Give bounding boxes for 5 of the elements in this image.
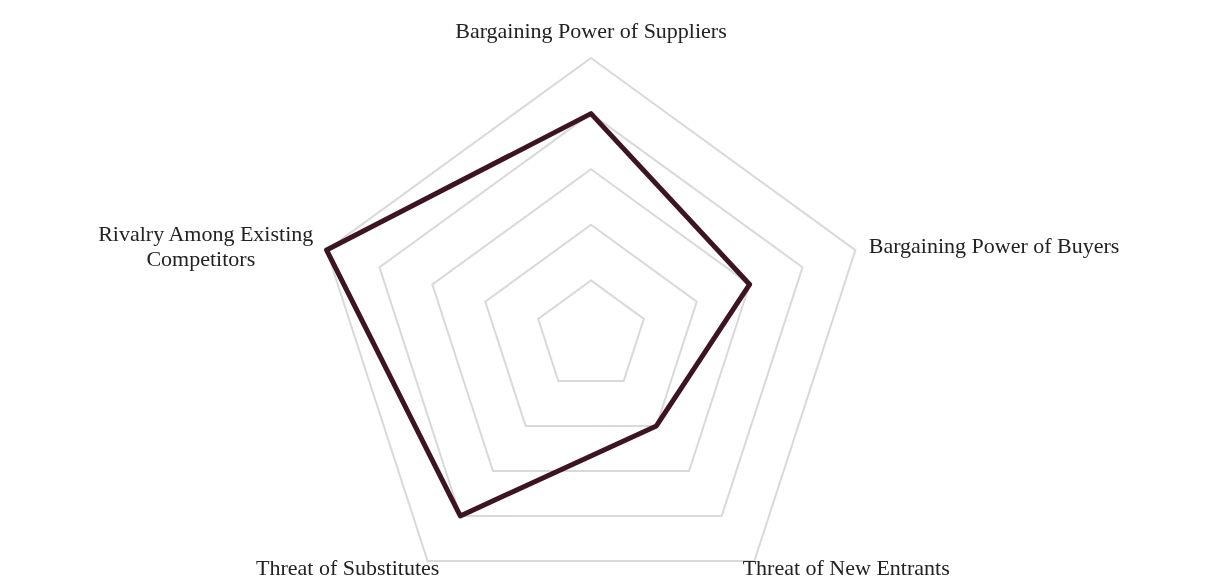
spoke-label: Bargaining Power of Buyers bbox=[868, 233, 1120, 259]
spoke-label: Rivalry Among Existing Competitors bbox=[98, 220, 314, 272]
spoke-label: Threat of New Entrants bbox=[742, 554, 950, 580]
spoke-label: Threat of Substitutes bbox=[256, 554, 440, 580]
spoke-label: Bargaining Power of Suppliers bbox=[455, 18, 727, 43]
